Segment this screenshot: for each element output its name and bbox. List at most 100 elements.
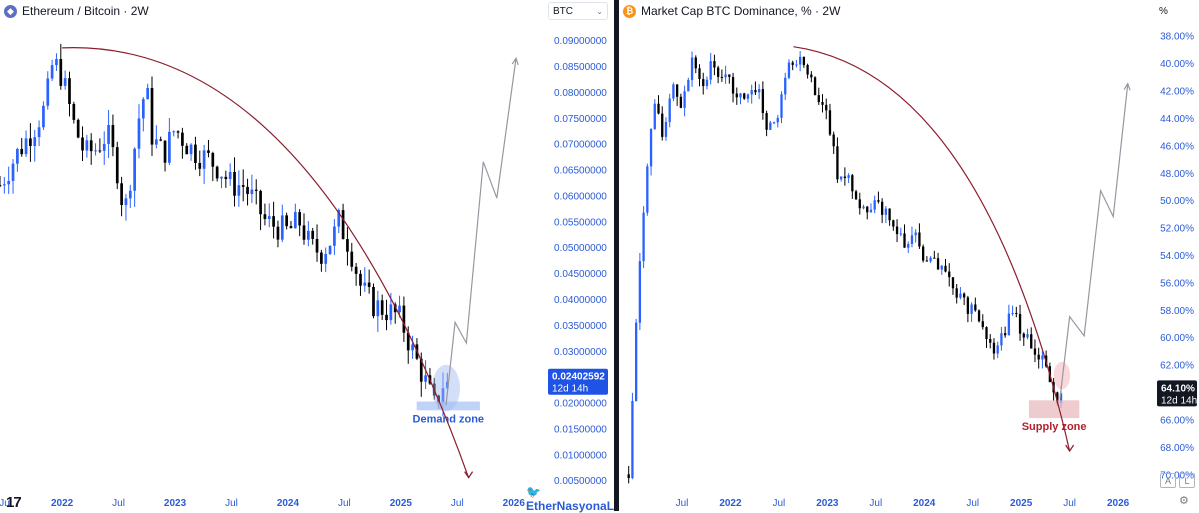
candle-body [1026, 334, 1029, 338]
right-chart-title: Market Cap BTC Dominance, % · 2W [641, 4, 841, 18]
candle-body [1059, 393, 1063, 404]
candle-body [817, 95, 820, 103]
y-tick-label: 44.00% [1160, 114, 1194, 125]
candle-body [746, 94, 750, 99]
candle-body [411, 344, 414, 351]
candle-body [320, 252, 323, 264]
candle-body [877, 200, 880, 202]
candle-body [683, 91, 686, 108]
candle-body [398, 305, 401, 313]
y-tick-label: 62.00% [1160, 361, 1194, 372]
candle-body [936, 258, 940, 270]
x-tick-label: 2023 [164, 498, 187, 509]
candle-body [862, 206, 865, 209]
candle-body [918, 232, 921, 247]
candle-body [657, 103, 660, 114]
candle-body [642, 212, 645, 262]
candle-body [207, 150, 210, 153]
last-price-value: 0.02402592 [552, 372, 605, 383]
candle-body [735, 93, 738, 98]
candle-body [1030, 334, 1033, 349]
candle-body [133, 148, 136, 191]
candle-body [372, 286, 375, 317]
candle-body [68, 78, 71, 104]
candle-body [81, 137, 84, 151]
candle-body [806, 65, 809, 75]
candle-body [668, 98, 671, 122]
candle-body [813, 77, 817, 96]
candle-body [211, 152, 215, 167]
candle-body [795, 64, 798, 66]
candle-body [176, 131, 180, 133]
x-tick-label: 2024 [913, 498, 936, 509]
panel-divider[interactable] [614, 0, 619, 511]
candle-body [124, 198, 128, 206]
candle-body [424, 375, 427, 382]
candle-body [311, 230, 315, 239]
candle-body [776, 117, 779, 123]
candle-body [944, 265, 947, 272]
y-tick-label: 60.00% [1160, 333, 1194, 344]
candle-body [228, 171, 232, 180]
candle-body [307, 230, 310, 240]
chevron-down-icon: ⌄ [596, 6, 603, 16]
candle-body [341, 210, 345, 240]
candle-body [63, 78, 67, 86]
candle-body [832, 134, 835, 147]
candle-body [102, 143, 106, 151]
candle-body [974, 304, 977, 311]
candle-body [285, 215, 288, 227]
candle-body [298, 212, 302, 226]
candle-body [866, 206, 869, 213]
candle-body [367, 282, 371, 287]
candle-body [634, 322, 638, 402]
candle-body [7, 180, 11, 185]
candle-body [33, 137, 37, 147]
auto-scale-button[interactable]: A [1160, 473, 1176, 488]
candle-body [787, 62, 791, 78]
left-chart-header: ◆ Ethereum / Bitcoin · 2W [4, 3, 149, 19]
x-tick-label: 2023 [816, 498, 839, 509]
candle-body [328, 245, 332, 255]
candle-body [94, 150, 97, 152]
bitcoin-coin-icon: ₿ [623, 4, 636, 18]
candle-body [854, 191, 858, 200]
candle-body [757, 89, 761, 93]
y-tick-label: 0.07000000 [554, 140, 607, 151]
log-scale-button[interactable]: L [1179, 473, 1195, 488]
unit-selector[interactable]: BTC ⌄ [548, 2, 608, 20]
candle-body [115, 147, 119, 184]
candle-body [750, 90, 753, 95]
eth-btc-chart[interactable]: 0.09000000 0.08500000 0.08000000 0.07500000… [0, 0, 614, 511]
candle-body [1003, 333, 1007, 336]
candle-body [627, 474, 630, 479]
candle-body [884, 208, 888, 215]
candle-body [445, 381, 449, 389]
x-tick-label: 2026 [503, 498, 526, 509]
y-tick-label: 0.05500000 [554, 217, 607, 228]
candle-body [675, 84, 679, 97]
candle-body [55, 59, 58, 66]
candle-body [194, 144, 197, 163]
x-tick-label: 2022 [719, 498, 742, 509]
candle-body [89, 140, 93, 152]
y-tick-label: 40.00% [1160, 59, 1194, 70]
watermark: 🐦 EtherNasyonaL [526, 485, 614, 513]
gear-icon[interactable]: ⚙ [1179, 495, 1189, 507]
y-tick-label: 56.00% [1160, 278, 1194, 289]
btc-dominance-chart[interactable]: 38.00% 40.00% 42.00% 44.00% 46.00% 48.00% 50.0… [619, 0, 1199, 511]
candle-body [333, 226, 336, 246]
candle-body [393, 304, 397, 313]
supply-zone [1028, 400, 1080, 419]
candle-body [263, 214, 267, 220]
candle-body [250, 189, 254, 195]
candle-body [59, 59, 63, 86]
x-tick-label: Jul [0, 498, 12, 509]
candle-body [150, 87, 154, 145]
candle-body [46, 78, 50, 106]
candle-body [389, 304, 393, 321]
candle-body [661, 113, 664, 137]
y-tick-label: 0.02000000 [554, 399, 607, 410]
candle-body [869, 209, 873, 213]
y-tick-label: 50.00% [1160, 196, 1194, 207]
